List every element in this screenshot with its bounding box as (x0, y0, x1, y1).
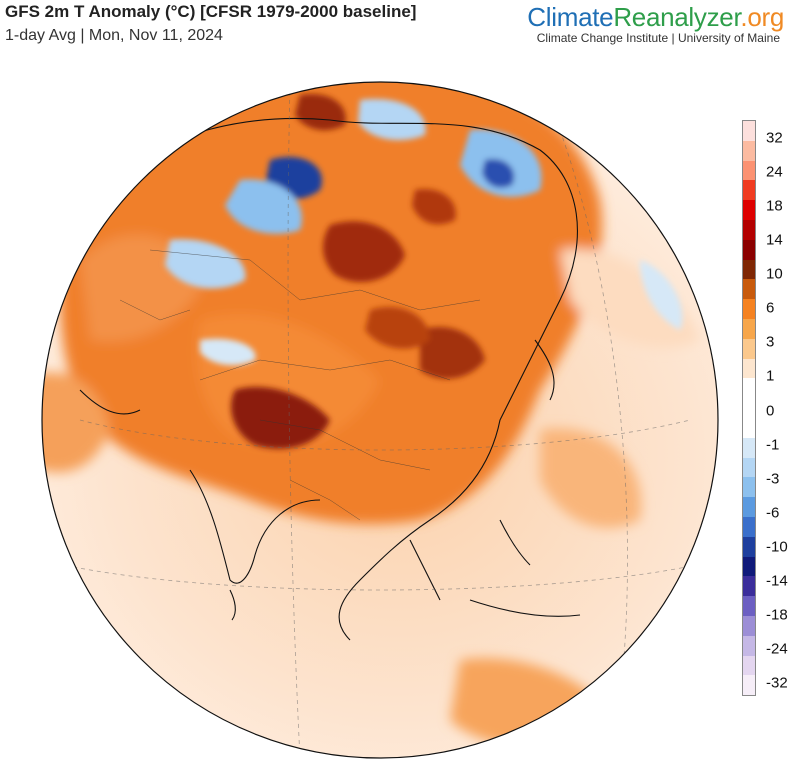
legend-swatch (743, 536, 755, 557)
legend-label: 0 (766, 402, 775, 419)
legend-label: 18 (766, 197, 783, 215)
legend-swatch (743, 398, 755, 418)
legend-label: -24 (766, 640, 788, 658)
legend-swatch (743, 497, 755, 517)
legend-swatch (743, 615, 755, 636)
legend-swatch (743, 596, 755, 616)
legend-label: -14 (766, 572, 788, 590)
legend-swatch (743, 358, 755, 379)
legend-swatch (743, 121, 755, 141)
legend-label: 6 (766, 299, 775, 317)
legend-swatch (743, 675, 755, 696)
legend-swatch (743, 279, 755, 300)
legend-swatch (743, 140, 755, 161)
map-title: GFS 2m T Anomaly (°C) [CFSR 1979-2000 ba… (5, 2, 417, 21)
legend-swatch (743, 655, 755, 676)
legend-swatch (743, 437, 755, 458)
color-legend: 32 24 18 14 10 6 3 1 0 -1 -3 -6 -10 -14 -18 -24 -32 (742, 120, 800, 700)
legend-label: -6 (766, 504, 780, 522)
brand-tagline: Climate Change Institute | University of… (536, 31, 780, 45)
legend-label: -32 (766, 674, 788, 692)
legend-label: 3 (766, 333, 775, 351)
legend-label: -18 (766, 606, 788, 624)
legend-swatch (743, 477, 755, 498)
legend-swatch (743, 576, 755, 597)
legend-swatch (743, 180, 755, 201)
legend-swatch (743, 516, 755, 537)
legend-label: 32 (766, 129, 783, 147)
legend-colorbar (742, 120, 756, 696)
brand-logo[interactable]: ClimateReanalyzer.org (527, 2, 784, 33)
legend-label: 14 (766, 231, 783, 249)
legend-swatch (743, 259, 755, 280)
legend-swatch (743, 200, 755, 220)
legend-swatch (743, 318, 755, 339)
legend-swatch (743, 338, 755, 359)
anomaly-field (42, 82, 718, 758)
legend-swatch (743, 556, 755, 577)
legend-swatch (743, 378, 755, 399)
brand-part-org: .org (740, 2, 784, 32)
legend-swatch (743, 417, 755, 438)
legend-label: 24 (766, 163, 783, 181)
legend-swatch (743, 239, 755, 260)
legend-swatch (743, 219, 755, 240)
map-subtitle: 1-day Avg | Mon, Nov 11, 2024 (5, 27, 223, 44)
legend-label: 1 (766, 367, 775, 385)
legend-swatch (743, 160, 755, 181)
globe-outline (41, 81, 719, 759)
legend-swatch (743, 457, 755, 478)
legend-label: -3 (766, 470, 780, 488)
legend-swatch (743, 635, 755, 656)
legend-label: -10 (766, 538, 788, 556)
legend-label: -1 (766, 436, 780, 454)
brand-part-climate: Climate (527, 2, 614, 32)
brand-part-reanalyzer: Reanalyzer (613, 2, 741, 32)
legend-swatch (743, 299, 755, 319)
legend-label: 10 (766, 265, 783, 283)
